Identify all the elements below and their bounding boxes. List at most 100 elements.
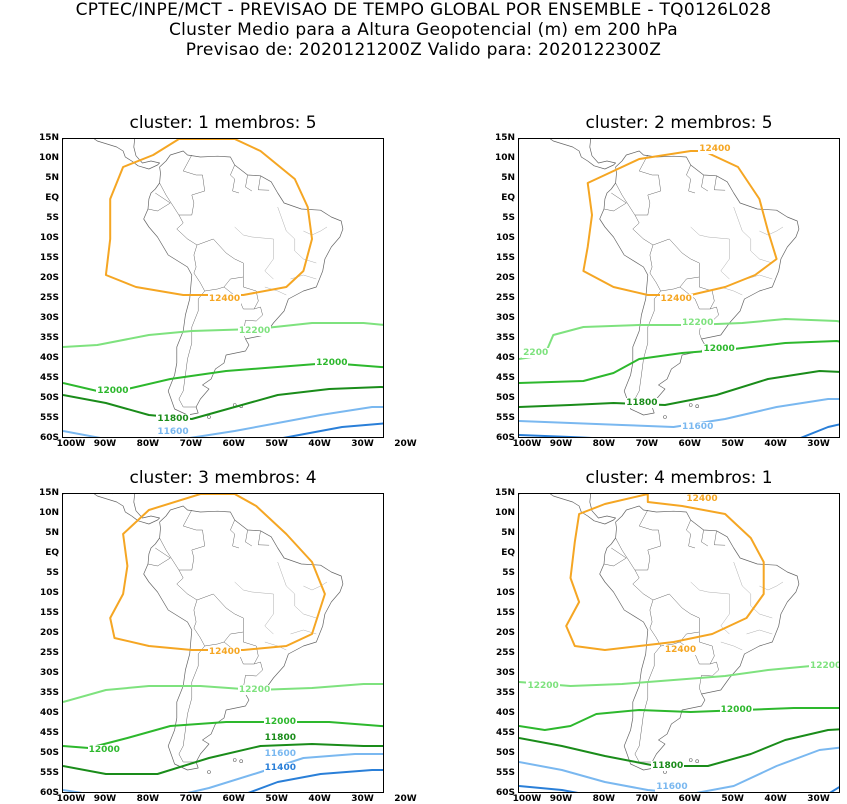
lon-tick-label: 50W xyxy=(721,794,744,804)
state-border xyxy=(750,250,773,264)
lon-tick-label: 40W xyxy=(764,439,787,449)
lon-tick-label: 50W xyxy=(265,794,288,804)
coastline-central-america xyxy=(63,139,160,170)
lat-tick-label: 55S xyxy=(39,768,59,778)
country-border xyxy=(147,547,171,567)
contour-11400 xyxy=(829,786,839,792)
contour-label: 12400 xyxy=(685,494,719,504)
lon-tick-label: 60W xyxy=(222,794,245,804)
contour-11600 xyxy=(63,753,383,792)
lat-tick-label: 15N xyxy=(38,488,59,498)
lat-tick-label: EQ xyxy=(501,548,515,558)
lat-tick-label: 25S xyxy=(495,648,515,658)
map-panel: 12400 12200 12000 12000 11800 11600 11400 xyxy=(62,493,384,793)
lat-tick-label: 60S xyxy=(39,788,59,798)
contour-12000 xyxy=(63,721,383,749)
lat-tick-label: 10N xyxy=(38,508,59,518)
island xyxy=(695,759,699,764)
lon-tick-label: 20W xyxy=(394,439,417,449)
lat-tick-label: 40S xyxy=(39,353,59,363)
lon-tick-label: 30W xyxy=(807,439,830,449)
lon-tick-label: 80W xyxy=(592,439,616,449)
header-line-2: Cluster Medio para a Altura Geopotencial… xyxy=(168,20,679,40)
lat-tick-label: 15S xyxy=(495,253,515,263)
lon-tick-label: 80W xyxy=(592,794,616,804)
country-border xyxy=(159,537,180,571)
lat-tick-label: 10S xyxy=(495,233,515,243)
state-border xyxy=(720,641,743,651)
lat-tick-label: 55S xyxy=(495,768,515,778)
lon-tick-label: 60W xyxy=(678,439,701,449)
lon-tick-label: 90W xyxy=(549,794,573,804)
lat-tick-label: 25S xyxy=(39,293,59,303)
lat-tick-label: 10N xyxy=(494,508,515,518)
state-border xyxy=(277,561,295,606)
country-border xyxy=(679,632,715,665)
contour-12400 xyxy=(565,494,765,651)
country-border xyxy=(178,154,205,216)
lon-tick-label: 70W xyxy=(635,439,659,449)
lon-tick-label: 100W xyxy=(512,794,542,804)
contour-label: 11600 xyxy=(655,782,689,792)
contour-label: 12000 xyxy=(702,344,736,354)
state-border xyxy=(264,239,274,280)
island xyxy=(688,403,693,407)
contour-12200 xyxy=(519,318,839,360)
island xyxy=(232,758,237,762)
lat-tick-label: 5N xyxy=(501,528,515,538)
state-border xyxy=(234,581,274,595)
lat-tick-label: 5N xyxy=(45,173,59,183)
lat-tick-label: 15N xyxy=(494,133,515,143)
lat-tick-label: 5N xyxy=(501,173,515,183)
panel-title: cluster: 2 membros: 5 xyxy=(585,113,773,133)
lat-tick-label: 5S xyxy=(502,213,515,223)
lat-tick-label: 35S xyxy=(39,688,59,698)
lon-tick-label: 60W xyxy=(222,439,245,449)
lon-tick-label: 70W xyxy=(179,439,203,449)
country-border xyxy=(245,306,263,322)
lat-tick-label: 20S xyxy=(495,628,515,638)
contour-label: 12400 xyxy=(207,647,242,657)
contour-label: 12400 xyxy=(659,294,693,304)
state-border xyxy=(277,206,295,251)
contour-label: 12200 xyxy=(237,326,272,336)
country-border xyxy=(632,214,654,274)
map-panel: 12400 12400 12200 12200 12000 11800 11600 xyxy=(518,493,840,793)
island xyxy=(239,759,243,764)
country-border xyxy=(701,174,709,192)
lon-tick-label: 50W xyxy=(721,439,744,449)
lat-tick-label: 10S xyxy=(39,233,59,243)
state-border xyxy=(733,206,751,251)
country-border xyxy=(701,661,719,677)
contour-label: 2200 xyxy=(522,348,550,358)
lat-tick-label: 15S xyxy=(39,253,59,263)
country-border xyxy=(634,154,661,216)
contour-label: 11600 xyxy=(681,422,715,432)
lat-tick-label: 40S xyxy=(495,353,515,363)
panel-title: cluster: 3 membros: 4 xyxy=(129,468,317,488)
lon-tick-label: 40W xyxy=(308,439,331,449)
island xyxy=(695,404,699,409)
lat-tick-label: 35S xyxy=(39,333,59,343)
country-border xyxy=(159,182,180,216)
lon-tick-label: 30W xyxy=(351,439,374,449)
contour-11400 xyxy=(800,423,839,437)
lon-tick-label: 30W xyxy=(351,794,374,804)
lat-tick-label: 55S xyxy=(495,413,515,423)
contour-label: 11600 xyxy=(156,427,190,437)
contour-11800 xyxy=(63,386,383,420)
country-border xyxy=(714,530,726,546)
lat-tick-label: 10S xyxy=(39,588,59,598)
lat-tick-label: 35S xyxy=(495,333,515,343)
contour-label: 12000 xyxy=(96,386,130,396)
contour-11600 xyxy=(63,406,383,437)
lon-tick-label: 50W xyxy=(265,439,288,449)
country-border xyxy=(196,238,244,292)
lat-tick-label: EQ xyxy=(501,193,515,203)
country-border xyxy=(176,214,198,274)
state-border xyxy=(690,226,730,240)
lon-tick-label: 90W xyxy=(549,439,573,449)
coastline-central-america xyxy=(519,494,616,525)
country-border xyxy=(258,175,270,191)
state-border xyxy=(303,226,328,236)
